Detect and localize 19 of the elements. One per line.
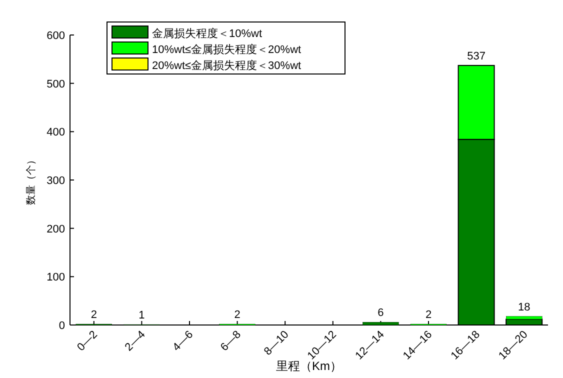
y-tick-label: 400 [46,126,65,139]
y-tick-label: 600 [46,30,65,42]
legend-label: 10%wt≤金属损失程度＜20%wt [152,43,302,56]
y-tick-label: 0 [58,320,65,332]
x-axis-title: 里程（Km） [276,359,342,373]
total-label: 18 [518,301,530,314]
total-label: 6 [378,307,384,320]
total-label: 537 [467,50,486,62]
total-label: 2 [234,309,240,322]
y-tick-label: 100 [46,272,65,284]
y-tick-label: 200 [46,223,65,236]
total-label: 2 [425,309,432,322]
total-label: 1 [138,310,145,322]
y-axis-title: 数量（个） [25,155,37,205]
total-label: 2 [90,309,97,322]
y-tick-label: 300 [46,175,65,187]
legend-label: 金属损失程度＜10%wt [152,27,262,40]
y-tick-label: 500 [46,78,65,90]
legend-label: 20%wt≤金属损失程度＜30%wt [152,59,302,72]
